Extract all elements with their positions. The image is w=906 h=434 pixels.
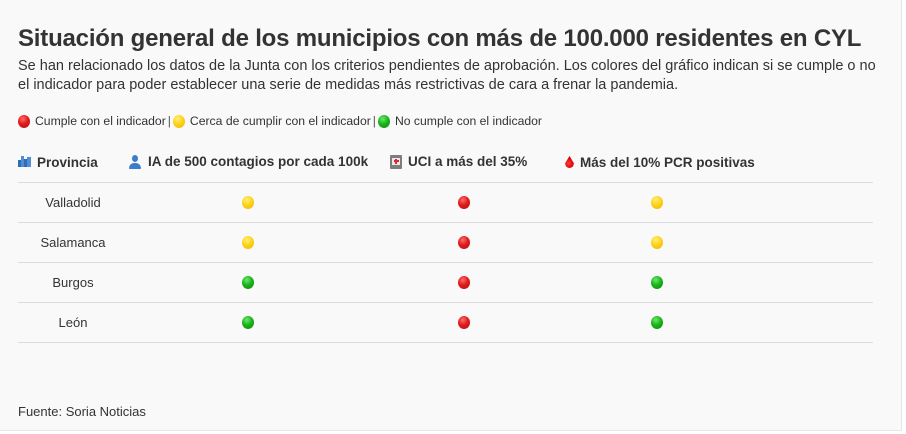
legend-label-no-cumple: No cumple con el indicador xyxy=(394,114,542,128)
legend-green-dot-icon xyxy=(377,114,390,128)
table-row: León xyxy=(18,302,873,343)
status-dot-red-icon xyxy=(458,316,470,329)
legend-yellow-dot-icon xyxy=(172,114,185,128)
hospital-icon xyxy=(390,154,402,169)
status-dot-green-icon xyxy=(242,316,254,329)
header-ia[interactable]: IA de 500 contagios por cada 100k xyxy=(128,142,390,183)
person-icon xyxy=(128,154,142,169)
status-dot-yellow-icon xyxy=(242,236,254,249)
uci-cell xyxy=(390,302,565,343)
header-ia-label: IA de 500 contagios por cada 100k xyxy=(148,154,369,170)
uci-cell xyxy=(390,262,565,303)
legend-separator: | xyxy=(372,114,376,128)
city-icon xyxy=(18,156,31,168)
status-table: Provincia IA de 500 contagios por cada 1… xyxy=(18,142,873,343)
table-row: Valladolid xyxy=(18,182,873,223)
status-dot-yellow-icon xyxy=(651,196,663,209)
status-dot-red-icon xyxy=(458,276,470,289)
header-uci[interactable]: UCI a más del 35% xyxy=(390,142,565,183)
status-dot-red-icon xyxy=(458,236,470,249)
legend-label-cerca: Cerca de cumplir con el indicador xyxy=(189,114,371,128)
ia-cell xyxy=(128,302,390,343)
legend: Cumple con el indicador | Cerca de cumpl… xyxy=(18,114,542,128)
legend-separator: | xyxy=(167,114,171,128)
blood-drop-icon xyxy=(565,155,574,168)
header-uci-label: UCI a más del 35% xyxy=(408,154,528,170)
uci-cell xyxy=(390,222,565,263)
table-body: Valladolid Salamanca Burgos León xyxy=(18,182,873,343)
table-header-row: Provincia IA de 500 contagios por cada 1… xyxy=(18,142,873,183)
status-dot-red-icon xyxy=(458,196,470,209)
ia-cell xyxy=(128,222,390,263)
status-dot-yellow-icon xyxy=(242,196,254,209)
legend-red-dot-icon xyxy=(18,114,30,128)
status-dot-green-icon xyxy=(242,276,254,289)
header-provincia-label: Provincia xyxy=(37,154,98,170)
table-row: Burgos xyxy=(18,262,873,303)
pcr-cell xyxy=(565,302,873,343)
ia-cell xyxy=(128,262,390,303)
uci-cell xyxy=(390,182,565,223)
page-title: Situación general de los municipios con … xyxy=(18,25,862,52)
source-footer: Fuente: Soria Noticias xyxy=(18,404,146,419)
header-provincia[interactable]: Provincia xyxy=(18,142,128,183)
status-dot-yellow-icon xyxy=(651,236,663,249)
provincia-cell: Valladolid xyxy=(18,182,128,223)
header-pcr[interactable]: Más del 10% PCR positivas xyxy=(565,142,873,183)
status-dot-green-icon xyxy=(651,316,663,329)
ia-cell xyxy=(128,182,390,223)
provincia-cell: Salamanca xyxy=(18,222,128,263)
pcr-cell xyxy=(565,222,873,263)
pcr-cell xyxy=(565,182,873,223)
provincia-cell: León xyxy=(18,302,128,343)
legend-label-cumple: Cumple con el indicador xyxy=(35,114,166,128)
pcr-cell xyxy=(565,262,873,303)
provincia-cell: Burgos xyxy=(18,262,128,303)
status-dot-green-icon xyxy=(651,276,663,289)
header-pcr-label: Más del 10% PCR positivas xyxy=(580,154,755,170)
subtitle: Se han relacionado los datos de la Junta… xyxy=(18,58,876,93)
table-row: Salamanca xyxy=(18,222,873,263)
